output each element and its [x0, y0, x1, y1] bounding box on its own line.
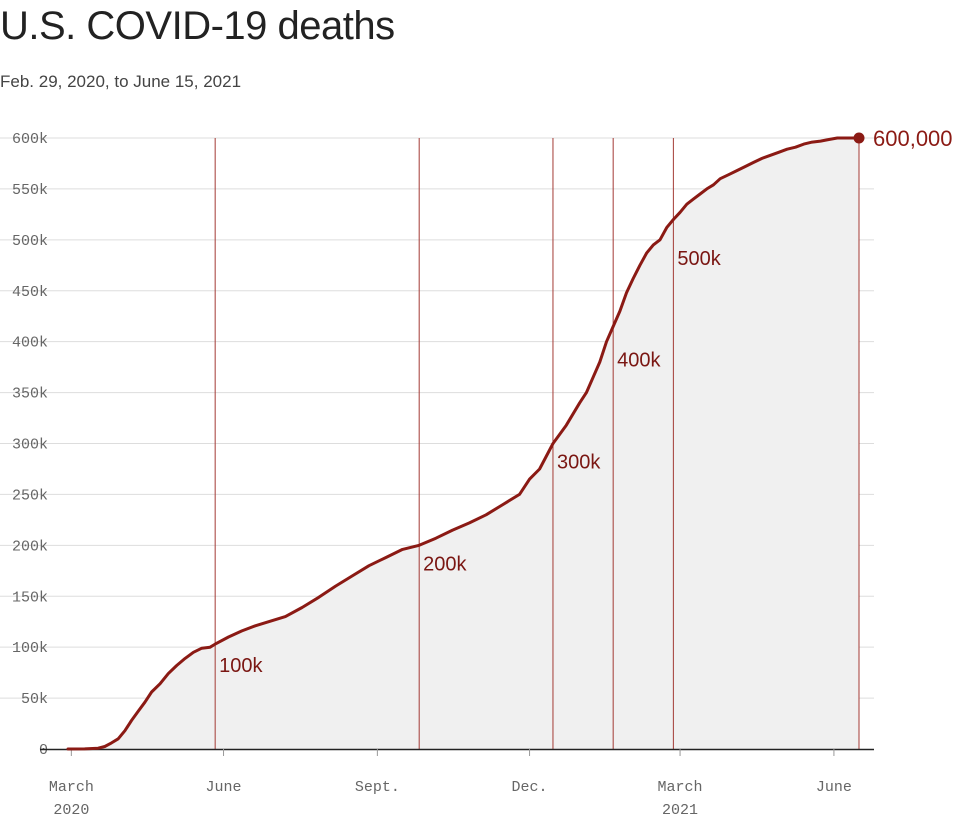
- y-tick-label: 350k: [12, 386, 48, 403]
- chart-subtitle: Feb. 29, 2020, to June 15, 2021: [0, 72, 242, 91]
- milestone-labels: 100k 200k 300k 400k 500k: [219, 248, 722, 677]
- deaths-line: [66, 136, 861, 751]
- y-tick-label: 150k: [12, 589, 48, 606]
- x-tick-label: March: [49, 779, 94, 796]
- x-tick-label: June: [206, 779, 242, 796]
- milestone-label: 400k: [617, 350, 661, 372]
- area-fill: [68, 138, 859, 749]
- y-tick-label: 200k: [12, 538, 48, 555]
- end-point-label: 600,000: [873, 126, 953, 151]
- y-tick-label: 450k: [12, 284, 48, 301]
- milestone-label: 200k: [423, 553, 467, 575]
- x-axis-ticks: March 2020 June Sept. Dec. March 2021 June: [49, 749, 852, 817]
- y-axis-ticks: 0 50k 100k 150k 200k 250k 300k 350k 400k 450k 500k…: [12, 131, 48, 759]
- milestone-label: 500k: [677, 248, 721, 270]
- milestone-lines: [214, 138, 860, 749]
- y-tick-label: 550k: [12, 182, 48, 199]
- milestone-label: 300k: [557, 452, 601, 474]
- y-tick-label: 500k: [12, 233, 48, 250]
- x-tick-sublabel: 2021: [662, 802, 698, 817]
- milestone-label: 100k: [219, 655, 263, 677]
- x-tick-label: June: [816, 779, 852, 796]
- x-tick-label: Dec.: [512, 779, 548, 796]
- x-tick-label: Sept.: [355, 779, 400, 796]
- y-tick-label: 400k: [12, 335, 48, 352]
- y-tick-label: 300k: [12, 437, 48, 454]
- x-tick-label: March: [658, 779, 703, 796]
- y-tick-label: 0: [39, 742, 48, 759]
- y-tick-label: 100k: [12, 640, 48, 657]
- y-tick-label: 250k: [12, 487, 48, 504]
- x-tick-sublabel: 2020: [53, 802, 89, 817]
- end-point-marker: [853, 132, 865, 144]
- y-tick-label: 600k: [12, 131, 48, 148]
- chart-title: U.S. COVID-19 deaths: [0, 4, 395, 48]
- y-tick-label: 50k: [21, 691, 48, 708]
